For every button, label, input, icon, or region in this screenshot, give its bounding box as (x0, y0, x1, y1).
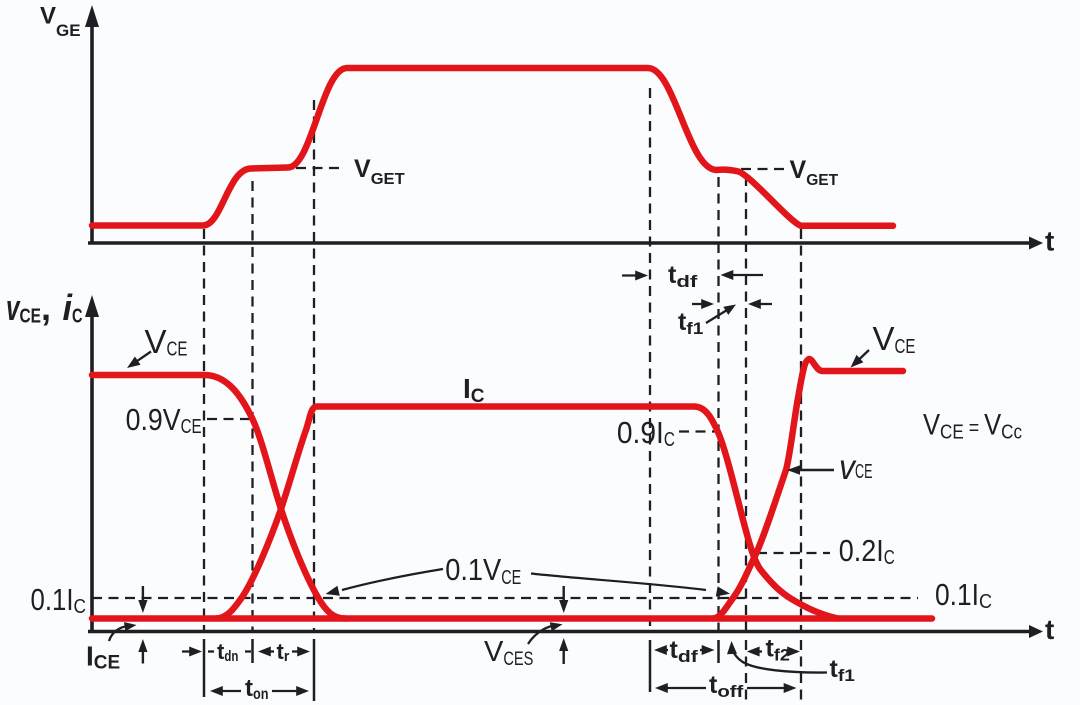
svg-text:VCE: VCE (145, 323, 188, 361)
svg-text:vCE: vCE (839, 448, 873, 487)
svg-text:VCE: VCE (873, 320, 916, 358)
svg-text:0.1IC: 0.1IC (935, 577, 992, 613)
svg-text:ICE: ICE (86, 641, 120, 674)
svg-text:0.2IC: 0.2IC (839, 533, 895, 569)
svg-text:VGET: VGET (790, 156, 839, 189)
svg-text:0.9IC: 0.9IC (617, 415, 675, 451)
svg-text:tr: tr (277, 639, 290, 665)
svg-text:VCES: VCES (484, 636, 533, 670)
svg-text:t: t (1045, 614, 1054, 645)
svg-text:VGET: VGET (354, 155, 405, 188)
svg-text:tdf: tdf (670, 636, 699, 666)
svg-text:tdf: tdf (668, 261, 698, 291)
svg-text:t: t (1045, 226, 1054, 257)
svg-text:ton: ton (245, 675, 269, 703)
svg-text:VCE = VCc: VCE = VCc (923, 409, 1022, 444)
svg-text:IC: IC (463, 373, 485, 407)
svg-text:vCE,: vCE, (6, 287, 51, 328)
svg-text:tf1: tf1 (830, 655, 855, 685)
svg-text:toff: toff (709, 671, 744, 701)
svg-text:0.1VCE: 0.1VCE (445, 552, 521, 589)
svg-text:tdn: tdn (217, 639, 238, 665)
svg-text:tf2: tf2 (766, 635, 790, 665)
svg-text:tf1: tf1 (678, 308, 703, 338)
svg-text:iC: iC (63, 287, 83, 328)
svg-text:VGE: VGE (40, 3, 81, 41)
svg-text:0.1IC: 0.1IC (31, 582, 87, 618)
svg-text:0.9VCE: 0.9VCE (126, 402, 202, 438)
